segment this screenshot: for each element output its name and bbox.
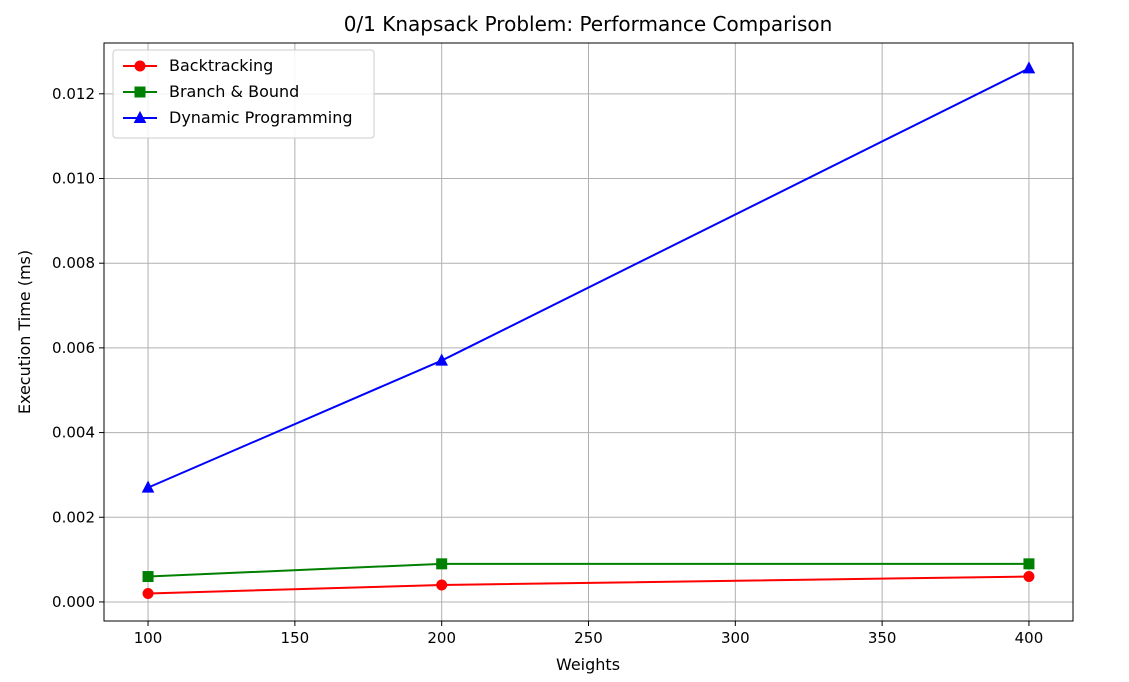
x-tick-label: 350 (868, 629, 897, 647)
y-tick-label: 0.010 (52, 170, 95, 188)
legend-entry: Dynamic Programming (123, 108, 352, 127)
data-point (436, 558, 448, 570)
y-tick-label: 0.006 (52, 339, 95, 357)
legend-box (112, 49, 375, 139)
x-tick-label: 300 (721, 629, 750, 647)
data-point (1023, 558, 1035, 570)
series-1 (142, 558, 1035, 583)
legend: Backtracking Branch & Bound Dynamic Progra… (112, 49, 375, 139)
data-point (141, 480, 155, 493)
y-tick-label: 0.008 (52, 254, 95, 272)
data-point (1023, 571, 1035, 583)
x-tick-label: 150 (281, 629, 310, 647)
y-tick-label: 0.012 (52, 85, 95, 103)
axis-ticks: 100 150 200 250 300 350 400 0.000 0.002 0.004 0.00… (52, 85, 1043, 647)
x-tick-label: 400 (1015, 629, 1044, 647)
chart-title: 0/1 Knapsack Problem: Performance Compar… (344, 12, 833, 36)
y-tick-label: 0.002 (52, 508, 95, 526)
data-point (435, 353, 449, 366)
data-point (142, 571, 154, 583)
series-0 (142, 571, 1035, 599)
legend-label: Branch & Bound (169, 82, 299, 101)
series-group (141, 61, 1036, 599)
grid (104, 43, 1073, 621)
legend-label: Dynamic Programming (169, 108, 352, 127)
legend-label: Backtracking (169, 56, 273, 75)
legend-entry: Backtracking (123, 56, 273, 75)
x-tick-label: 200 (427, 629, 456, 647)
data-point (1022, 61, 1036, 74)
legend-marker (134, 86, 146, 98)
x-tick-label: 100 (134, 629, 163, 647)
x-axis-label: Weights (556, 655, 620, 674)
series-2 (141, 61, 1036, 493)
x-tick-label: 250 (574, 629, 603, 647)
legend-entry: Branch & Bound (123, 82, 299, 101)
legend-marker (133, 110, 147, 123)
y-axis-label: Execution Time (ms) (15, 250, 34, 414)
data-point (142, 587, 154, 599)
y-tick-label: 0.004 (52, 424, 95, 442)
data-point (436, 579, 448, 591)
legend-marker (134, 60, 146, 72)
y-tick-label: 0.000 (52, 593, 95, 611)
